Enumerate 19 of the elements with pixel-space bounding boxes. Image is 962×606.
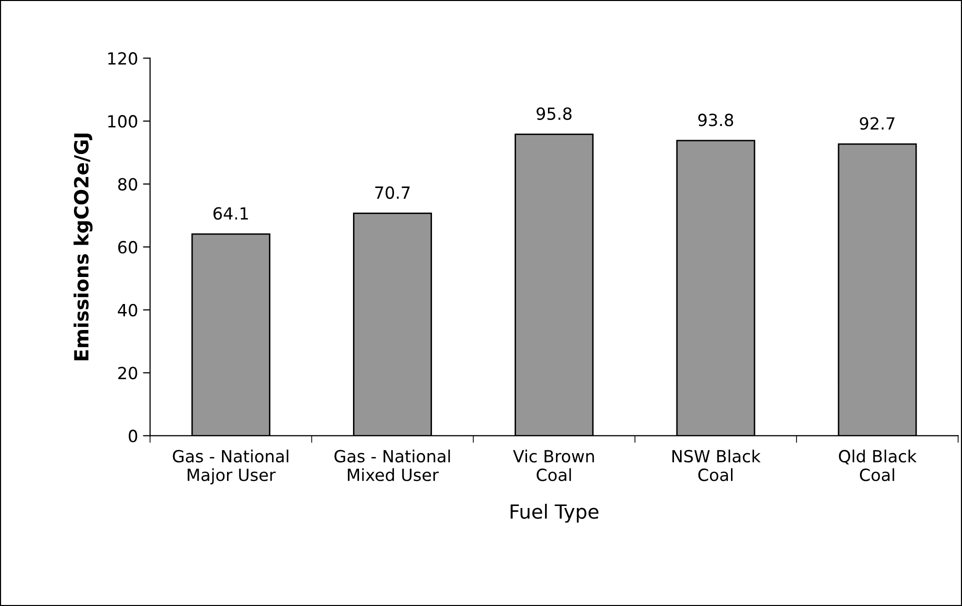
data-label: 64.1 — [213, 207, 248, 220]
data-label: 93.8 — [698, 114, 734, 126]
y-tick-label: 100 — [108, 115, 138, 128]
x-tick-label: Gas - National Major User — [172, 450, 288, 484]
y-tick-label: 0 — [128, 430, 138, 442]
data-label: 95.8 — [536, 107, 572, 120]
data-label: 70.7 — [375, 186, 410, 199]
y-tick-label: 60 — [118, 240, 138, 254]
x-tick-label: Gas - National Mixed User — [334, 450, 450, 482]
y-tick-label: 20 — [118, 366, 138, 380]
y-tick-label: 40 — [118, 304, 138, 316]
x-tick-label: NSW Black Coal — [672, 450, 761, 482]
data-label: 92.7 — [860, 117, 894, 130]
x-tick-label: Qld Black Coal — [838, 450, 917, 482]
x-tick-label: Vic Brown Coal — [513, 450, 594, 482]
y-tick-label: 120 — [108, 52, 138, 65]
y-tick-label: 80 — [118, 178, 138, 191]
y-axis-title: Emissions kgCO2e/GJ — [74, 134, 93, 360]
x-axis-title: Fuel Type — [510, 504, 598, 523]
